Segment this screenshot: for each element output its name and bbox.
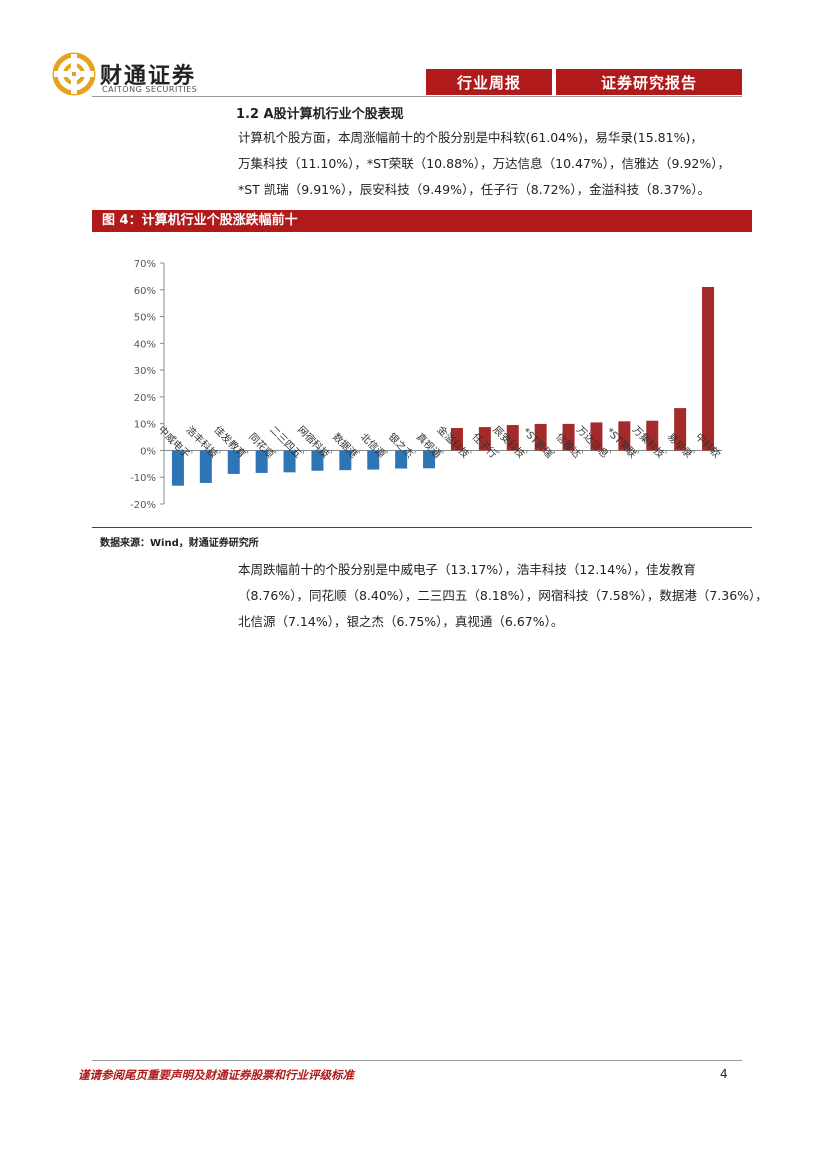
bar-gain (478, 427, 491, 451)
logo-chinese-name: 财通证券 (100, 64, 197, 89)
paragraph-line: 北信源（7.14%），银之杰（6.75%），真视通（6.67%）。 (238, 614, 564, 629)
y-tick-label: 30% (134, 366, 156, 377)
footer-disclaimer: 谨请参阅尾页重要声明及财通证券股票和行业评级标准 (78, 1068, 354, 1082)
bar-decline (311, 450, 324, 471)
bar-decline (339, 450, 352, 471)
y-tick-label: 20% (134, 393, 156, 404)
bar-gain (506, 425, 519, 451)
y-tick-label: 10% (134, 420, 156, 431)
bar-gain (646, 420, 659, 451)
bar-gain (450, 428, 463, 451)
y-tick-label: 50% (134, 313, 156, 324)
bar-gain (562, 423, 575, 451)
bar-decline (255, 450, 268, 473)
y-tick-label: 0% (140, 446, 156, 457)
figure-caption: 图 4：计算机行业个股涨跌幅前十 (92, 210, 752, 232)
caitong-logo-icon (52, 52, 96, 96)
bar-gain (618, 421, 631, 451)
paragraph-line: （8.76%），同花顺（8.40%），二三四五（8.18%），网宿科技（7.58… (238, 588, 768, 603)
figure-bottom-divider (92, 527, 752, 528)
paragraph-line: 计算机个股方面，本周涨幅前十的个股分别是中科软(61.04%)，易华录(15.8… (238, 130, 703, 145)
header-tags: 行业周报 证券研究报告 (426, 69, 742, 95)
footer-divider (92, 1060, 742, 1061)
bar-decline (423, 450, 436, 469)
page-number: 4 (720, 1067, 728, 1081)
bar-gain (534, 423, 547, 451)
bar-decline (367, 450, 380, 470)
stock-change-bar-chart: 70%60%50%40%30%20%10%0%-10%-20%中威电子浩丰科技佳… (130, 259, 723, 511)
bar-decline (227, 450, 240, 474)
bar-decline (283, 450, 296, 473)
y-tick-label: 40% (134, 339, 156, 350)
bar-gain (674, 408, 687, 451)
paragraph-line: *ST 凯瑞（9.91%），辰安科技（9.49%），任子行（8.72%），金溢科… (238, 182, 711, 197)
logo-english-name: CAITONG SECURITIES (102, 85, 198, 94)
bar-decline (171, 450, 184, 486)
company-logo: 财通证券 CAITONG SECURITIES (52, 52, 242, 100)
y-tick-label: -20% (130, 500, 156, 511)
paragraph-line: 万集科技（11.10%），*ST荣联（10.88%），万达信息（10.47%），… (238, 156, 731, 171)
header-divider (92, 96, 742, 97)
data-source: 数据来源：Wind，财通证券研究所 (100, 538, 259, 549)
paragraph-line: 本周跌幅前十的个股分别是中威电子（13.17%），浩丰科技（12.14%），佳发… (238, 562, 696, 577)
bar-gain (590, 422, 603, 451)
bar-decline (199, 450, 212, 483)
report-category-tag: 证券研究报告 (556, 69, 742, 95)
y-tick-label: 60% (134, 286, 156, 297)
paragraph-gainers: 计算机个股方面，本周涨幅前十的个股分别是中科软(61.04%)，易华录(15.8… (238, 125, 748, 203)
paragraph-losers: 本周跌幅前十的个股分别是中威电子（13.17%），浩丰科技（12.14%），佳发… (238, 557, 768, 635)
bar-decline (395, 450, 408, 469)
report-type-tag: 行业周报 (426, 69, 552, 95)
bar-gain (702, 286, 715, 451)
y-tick-label: 70% (134, 259, 156, 270)
section-title: 1.2 A股计算机行业个股表现 (236, 107, 404, 122)
y-tick-label: -10% (130, 473, 156, 484)
